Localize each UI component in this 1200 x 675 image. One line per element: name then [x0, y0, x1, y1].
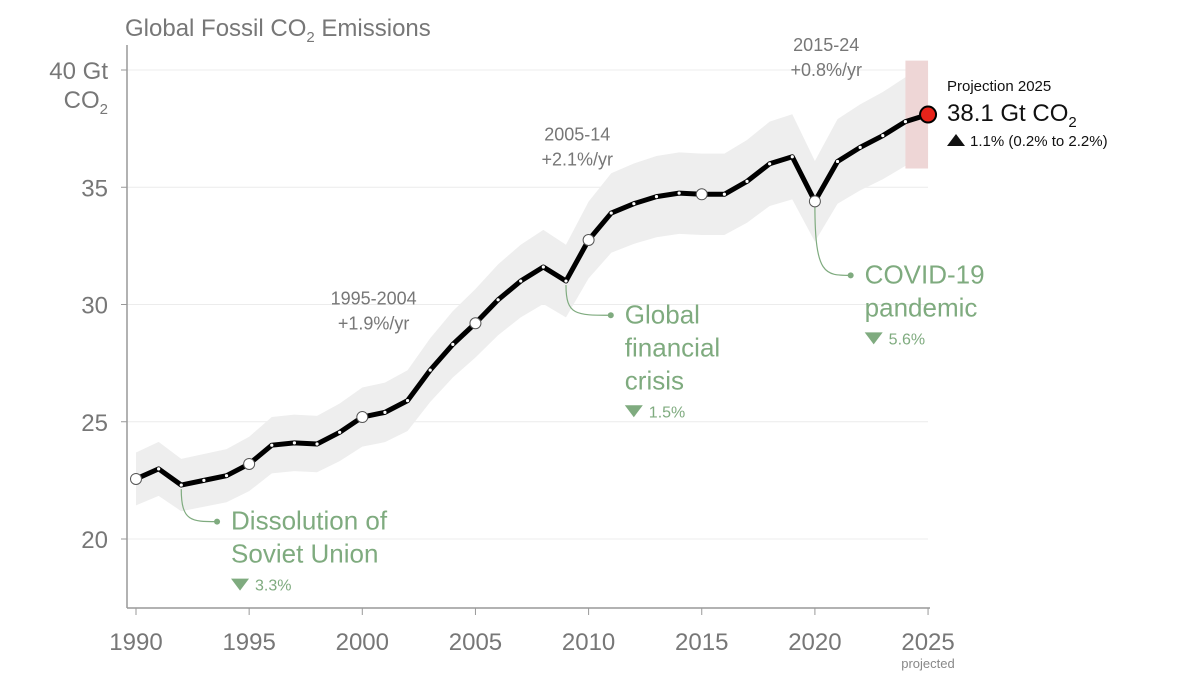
- projection-label: Projection 2025: [947, 78, 1051, 95]
- data-point: [808, 195, 821, 208]
- event-label: financial: [625, 332, 720, 362]
- event-leader-dot: [214, 518, 221, 525]
- event-change: 5.6%: [889, 331, 925, 348]
- trend-rate: +1.9%/yr: [338, 314, 410, 334]
- data-point: [790, 155, 794, 159]
- x-tick-sublabel: projected: [901, 656, 954, 671]
- data-point: [338, 430, 342, 434]
- data-point: [695, 188, 708, 201]
- x-tick-label: 1995: [222, 629, 275, 656]
- data-point: [451, 342, 455, 346]
- event-leader-dot: [847, 272, 854, 279]
- data-point: [677, 191, 681, 195]
- data-point: [270, 443, 274, 447]
- data-point: [881, 134, 885, 138]
- event-leader: [180, 489, 218, 523]
- up-triangle-icon: [947, 134, 965, 146]
- event-label: COVID-19: [865, 259, 985, 289]
- y-tick-label: 35: [81, 175, 108, 202]
- y-tick-label: 25: [81, 410, 108, 437]
- projection-change: 1.1% (0.2% to 2.2%): [970, 133, 1108, 150]
- x-tick-label: 1990: [109, 629, 162, 656]
- data-point: [654, 195, 659, 199]
- x-tick-label: 2020: [788, 629, 841, 656]
- data-point: [745, 179, 749, 183]
- down-triangle-icon: [231, 578, 250, 591]
- data-point: [179, 483, 183, 487]
- event-change: 3.3%: [255, 578, 291, 595]
- x-tick-label: 2025: [901, 629, 954, 656]
- data-point: [157, 467, 161, 471]
- event-label: Global: [625, 299, 700, 329]
- event-label: Dissolution of: [231, 506, 388, 536]
- data-point: [582, 234, 595, 247]
- event-leader: [565, 285, 611, 316]
- data-point: [356, 411, 369, 424]
- projection-value: 38.1 Gt CO2: [947, 100, 1077, 131]
- data-point: [202, 478, 206, 482]
- data-point: [224, 474, 229, 478]
- data-point: [405, 399, 410, 403]
- data-point: [722, 192, 726, 196]
- data-point: [469, 317, 482, 330]
- data-point: [541, 265, 545, 269]
- data-point: [858, 145, 862, 149]
- data-point: [609, 211, 613, 215]
- data-point: [519, 279, 523, 283]
- y-tick-label: 20: [81, 527, 108, 554]
- y-axis-unit: CO2: [64, 87, 108, 118]
- data-point: [315, 442, 319, 446]
- x-tick-label: 2010: [562, 629, 615, 656]
- x-tick-label: 2000: [336, 629, 389, 656]
- x-tick-label: 2005: [449, 629, 502, 656]
- x-tick-label: 2015: [675, 629, 728, 656]
- y-tick-label: 30: [81, 293, 108, 320]
- y-axis-label: 40 Gt: [49, 58, 108, 85]
- emissions-line: [134, 112, 929, 488]
- data-point: [383, 410, 387, 414]
- down-triangle-icon: [624, 405, 643, 418]
- event-leader: [814, 205, 851, 276]
- trend-period: 2015-24: [793, 35, 859, 55]
- data-point: [903, 119, 908, 124]
- data-point: [835, 159, 840, 164]
- data-point: [564, 279, 568, 283]
- event-label: crisis: [625, 365, 684, 395]
- data-point: [428, 368, 432, 372]
- data-point: [292, 441, 297, 445]
- event-change: 1.5%: [649, 404, 685, 421]
- projection-point: [919, 105, 938, 124]
- down-triangle-icon: [864, 332, 883, 345]
- trend-period: 1995-2004: [331, 289, 417, 309]
- chart-title: Global Fossil CO2 Emissions: [125, 15, 431, 46]
- projection-band: [905, 60, 929, 169]
- data-point: [243, 457, 256, 470]
- event-leader-dot: [607, 312, 614, 319]
- event-label: pandemic: [865, 292, 978, 322]
- data-point: [496, 298, 500, 302]
- trend-period: 2005-14: [544, 124, 610, 144]
- data-point: [768, 162, 772, 166]
- event-label: Soviet Union: [231, 539, 378, 569]
- data-point: [632, 202, 636, 206]
- data-point: [130, 472, 142, 485]
- trend-rate: +0.8%/yr: [790, 60, 862, 80]
- trend-rate: +2.1%/yr: [542, 149, 614, 169]
- uncertainty-band: [136, 69, 929, 512]
